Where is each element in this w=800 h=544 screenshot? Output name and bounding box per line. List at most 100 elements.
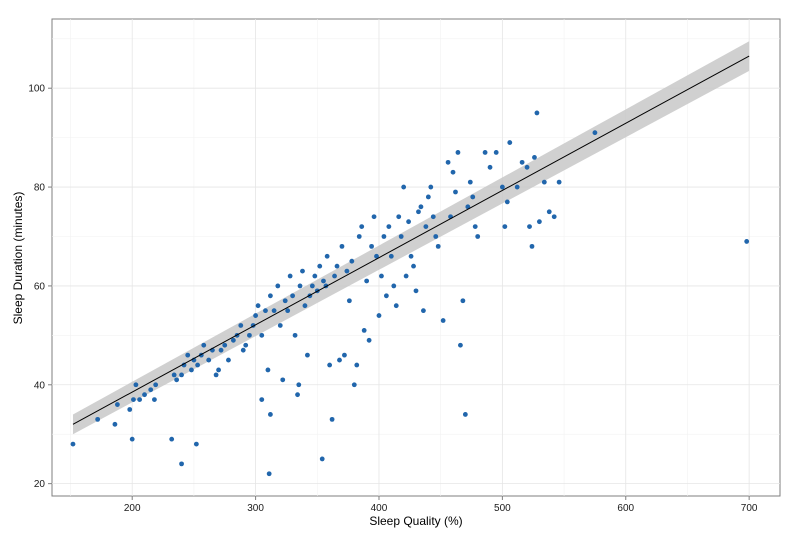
data-point [435,243,441,249]
data-point [282,298,288,304]
data-point [351,382,357,388]
data-point [423,224,429,230]
x-tick-label: 400 [371,503,388,514]
data-point [519,159,525,165]
x-tick-label: 500 [494,503,511,514]
data-point [127,407,133,412]
y-tick-label: 40 [34,380,46,391]
data-point [379,273,384,279]
data-point [460,298,466,304]
data-point [287,273,293,279]
data-point [445,159,451,165]
data-point [327,362,333,368]
data-point [430,214,436,220]
data-point [546,209,552,215]
data-point [193,441,199,447]
data-point [153,382,159,388]
data-point [433,234,439,239]
confidence-band [72,41,750,435]
data-point [428,184,434,190]
data-point [238,323,244,328]
data-point [70,441,76,447]
data-point [206,357,212,363]
data-point [502,224,508,230]
data-point [371,214,377,220]
data-point [396,214,402,220]
data-point [230,337,236,343]
data-point [179,372,184,378]
data-point [114,402,120,407]
data-point [482,150,488,155]
data-point [342,352,347,358]
data-point [292,332,298,338]
x-tick-label: 300 [247,503,264,514]
data-point [266,471,272,477]
data-point [142,392,147,398]
data-point [361,328,367,333]
data-point [271,308,277,314]
data-point [418,204,424,210]
data-point [527,224,532,230]
data-point [280,377,286,383]
data-point [403,273,409,279]
data-point [344,268,350,274]
data-point [408,253,414,259]
data-point [259,397,265,403]
y-tick-label: 80 [34,183,46,194]
data-point [339,243,345,249]
data-point [129,436,135,442]
data-point [240,347,246,353]
data-point [472,224,478,230]
data-point [334,263,340,269]
data-point [388,253,394,259]
data-point [285,308,291,314]
data-point [413,288,419,294]
data-point [317,263,323,269]
data-point [416,209,421,215]
data-point [465,204,471,210]
data-point [386,224,392,230]
data-point [369,243,374,249]
data-point [507,140,513,145]
data-point [247,332,252,338]
data-point [455,150,461,155]
data-point [309,283,315,289]
data-point [458,342,463,348]
data-point [349,258,355,264]
data-point [319,456,325,462]
data-point [321,278,326,284]
data-point [536,219,542,225]
y-tick-label: 100 [28,84,45,95]
data-point [222,342,228,348]
data-point [364,278,370,284]
y-tick-label: 60 [34,281,46,292]
data-point [290,293,296,299]
regression-line [72,55,750,425]
data-point [275,283,281,289]
data-point [312,273,318,279]
x-axis-title: Sleep Quality (%) [369,514,462,528]
grid-layer [52,19,780,496]
data-point [195,362,201,368]
data-point [393,303,399,309]
data-point [259,332,265,338]
data-point [337,357,342,363]
data-point [295,392,300,398]
data-point [529,243,535,249]
data-point [453,189,458,195]
data-point [181,362,187,368]
data-point [302,303,308,309]
data-point [401,184,407,190]
data-point [296,382,302,388]
data-point [359,224,365,230]
data-point [268,293,273,299]
data-point [499,184,505,190]
data-point [383,293,389,299]
data-point [487,164,493,170]
data-point [551,214,557,220]
data-point [524,164,530,170]
data-point [297,283,303,289]
regression-line-layer [72,55,750,425]
